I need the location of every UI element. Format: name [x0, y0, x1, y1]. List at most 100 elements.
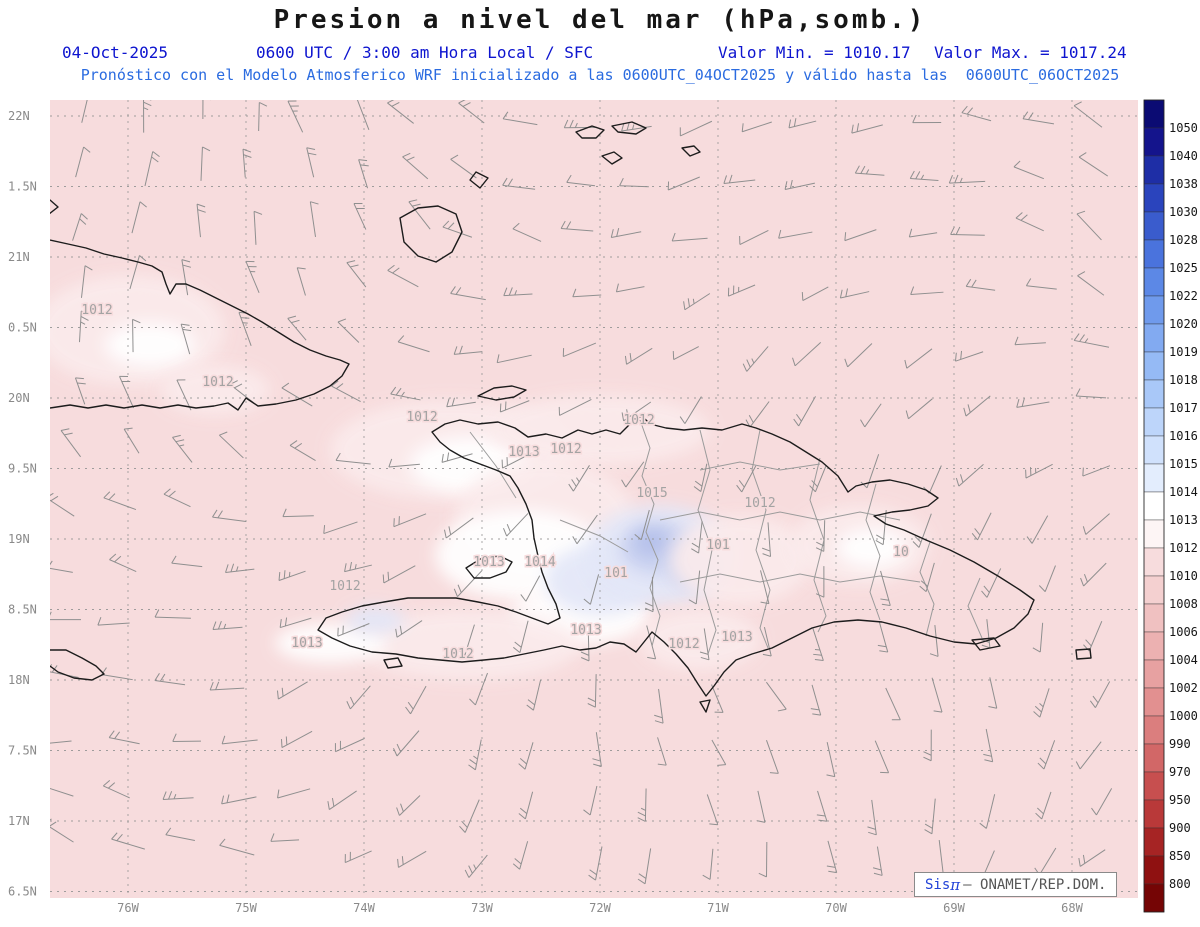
colorbar-segment — [1143, 519, 1165, 549]
colorbar-segment — [1143, 351, 1165, 381]
contour-labels: 1012 1012 1012 1012 1013 1012 1015 1012 101 1013 1… — [80, 302, 910, 664]
colorbar-label: 1014 — [1169, 485, 1198, 499]
colorbar-segment — [1143, 155, 1165, 185]
colorbar-label: 1013 — [1169, 513, 1198, 527]
lat-axis-labels: 22N 1.5N 21N 0.5N 20N 9.5N 19N 8.5N 18N 7.5N 17N 6.… — [8, 109, 37, 899]
colorbar-label: 900 — [1169, 821, 1191, 835]
lon-tick-label: 73W — [471, 901, 493, 915]
colorbar-segment — [1143, 183, 1165, 213]
colorbar-segment — [1143, 771, 1165, 801]
colorbar-label: 850 — [1169, 849, 1191, 863]
colorbar-label: 1038 — [1169, 177, 1198, 191]
contour-label: 1015 — [636, 486, 667, 501]
colorbar-segment — [1143, 687, 1165, 717]
lat-tick-label: 19N — [8, 532, 30, 546]
lat-tick-label: 18N — [8, 673, 30, 687]
valor-max: Valor Max. = 1017.24 — [934, 43, 1127, 62]
lat-tick-label: 21N — [8, 250, 30, 264]
watermark-box: Sis π – ONAMET/REP.DOM. — [914, 872, 1118, 897]
colorbar-label: 1050 — [1169, 121, 1198, 135]
colorbar-segment — [1143, 407, 1165, 437]
contour-label: 1012 — [623, 413, 654, 428]
colorbar-segment — [1143, 295, 1165, 325]
colorbar-label: 1030 — [1169, 205, 1198, 219]
lon-axis-labels: 76W 75W 74W 73W 72W 71W 70W 69W 68W — [117, 901, 1083, 915]
colorbar-label: 970 — [1169, 765, 1191, 779]
coastlines — [50, 121, 1092, 713]
colorbar-segment — [1143, 211, 1165, 241]
contour-label: 1012 — [202, 375, 233, 390]
contour-label: 1012 — [406, 410, 437, 425]
colorbar-label: 1008 — [1169, 597, 1198, 611]
colorbar-segment — [1143, 575, 1165, 605]
colorbar-segment — [1143, 323, 1165, 353]
colorbar-label: 1016 — [1169, 429, 1198, 443]
colorbar-segment — [1143, 99, 1165, 129]
colorbar-label: 1010 — [1169, 569, 1198, 583]
colorbar-label: 1004 — [1169, 653, 1198, 667]
contour-label: 1012 — [744, 496, 775, 511]
contour-label: 1014 — [524, 555, 555, 570]
lon-tick-label: 69W — [943, 901, 965, 915]
colorbar-segment — [1143, 883, 1165, 913]
colorbar-segment — [1143, 127, 1165, 157]
lat-tick-label: 22N — [8, 109, 30, 123]
lat-lon-grid — [50, 100, 1138, 898]
lat-tick-label: 1.5N — [8, 180, 37, 194]
province-borders — [469, 419, 983, 655]
contour-label: 1012 — [668, 637, 699, 652]
colorbar-label: 1019 — [1169, 345, 1198, 359]
page-title: Presion a nivel del mar (hPa,somb.) — [273, 5, 927, 35]
watermark-org: – ONAMET/REP.DOM. — [963, 876, 1107, 893]
colorbar-segment — [1143, 547, 1165, 577]
colorbar-label: 1000 — [1169, 709, 1198, 723]
forecast-time: 0600 UTC / 3:00 am Hora Local / SFC — [256, 43, 594, 62]
colorbar-segment — [1143, 743, 1165, 773]
watermark-sis: Sis — [925, 876, 951, 893]
colorbar-segment — [1143, 463, 1165, 493]
contour-label: 101 — [604, 566, 627, 581]
forecast-description: Pronóstico con el Modelo Atmosferico WRF… — [80, 66, 1120, 84]
lon-tick-label: 71W — [707, 901, 729, 915]
lat-tick-label: 8.5N — [8, 603, 37, 617]
pressure-shading — [50, 275, 930, 680]
colorbar-segment — [1143, 491, 1165, 521]
colorbar-label: 950 — [1169, 793, 1191, 807]
contour-label: 1013 — [291, 636, 322, 651]
colorbar-label: 1018 — [1169, 373, 1198, 387]
contour-label: 1012 — [550, 442, 581, 457]
colorbar-label: 990 — [1169, 737, 1191, 751]
lat-tick-label: 20N — [8, 391, 30, 405]
colorbar-label: 1012 — [1169, 541, 1198, 555]
colorbar-label: 1017 — [1169, 401, 1198, 415]
lat-tick-label: 9.5N — [8, 462, 37, 476]
contour-label: 1013 — [721, 630, 752, 645]
contour-label: 1013 — [508, 445, 539, 460]
contour-label: 101 — [706, 538, 729, 553]
contour-label: 1012 — [329, 579, 360, 594]
contour-label: 10 — [893, 545, 909, 560]
watermark-pi-icon: π — [950, 875, 961, 894]
valor-min: Valor Min. = 1010.17 — [718, 43, 911, 62]
wind-barbs — [50, 100, 1113, 885]
colorbar-label: 1020 — [1169, 317, 1198, 331]
colorbar-frame — [1143, 99, 1165, 913]
contour-label: 1013 — [570, 623, 601, 638]
contour-label: 1012 — [81, 303, 112, 318]
colorbar-segment — [1143, 603, 1165, 633]
colorbar-label: 1040 — [1169, 149, 1198, 163]
colorbar-label: 1006 — [1169, 625, 1198, 639]
lon-tick-label: 74W — [353, 901, 375, 915]
colorbar-label: 1015 — [1169, 457, 1198, 471]
colorbar: 1050 1040 1038 1030 1028 1025 1022 1020 1019 1018… — [1143, 99, 1198, 913]
colorbar-segment — [1143, 659, 1165, 689]
lon-tick-label: 68W — [1061, 901, 1083, 915]
colorbar-segment — [1143, 435, 1165, 465]
contour-label: 1012 — [442, 647, 473, 662]
colorbar-segment — [1143, 827, 1165, 857]
colorbar-label: 1028 — [1169, 233, 1198, 247]
colorbar-segment — [1143, 267, 1165, 297]
colorbar-label: 1002 — [1169, 681, 1198, 695]
lat-tick-label: 6.5N — [8, 885, 37, 899]
